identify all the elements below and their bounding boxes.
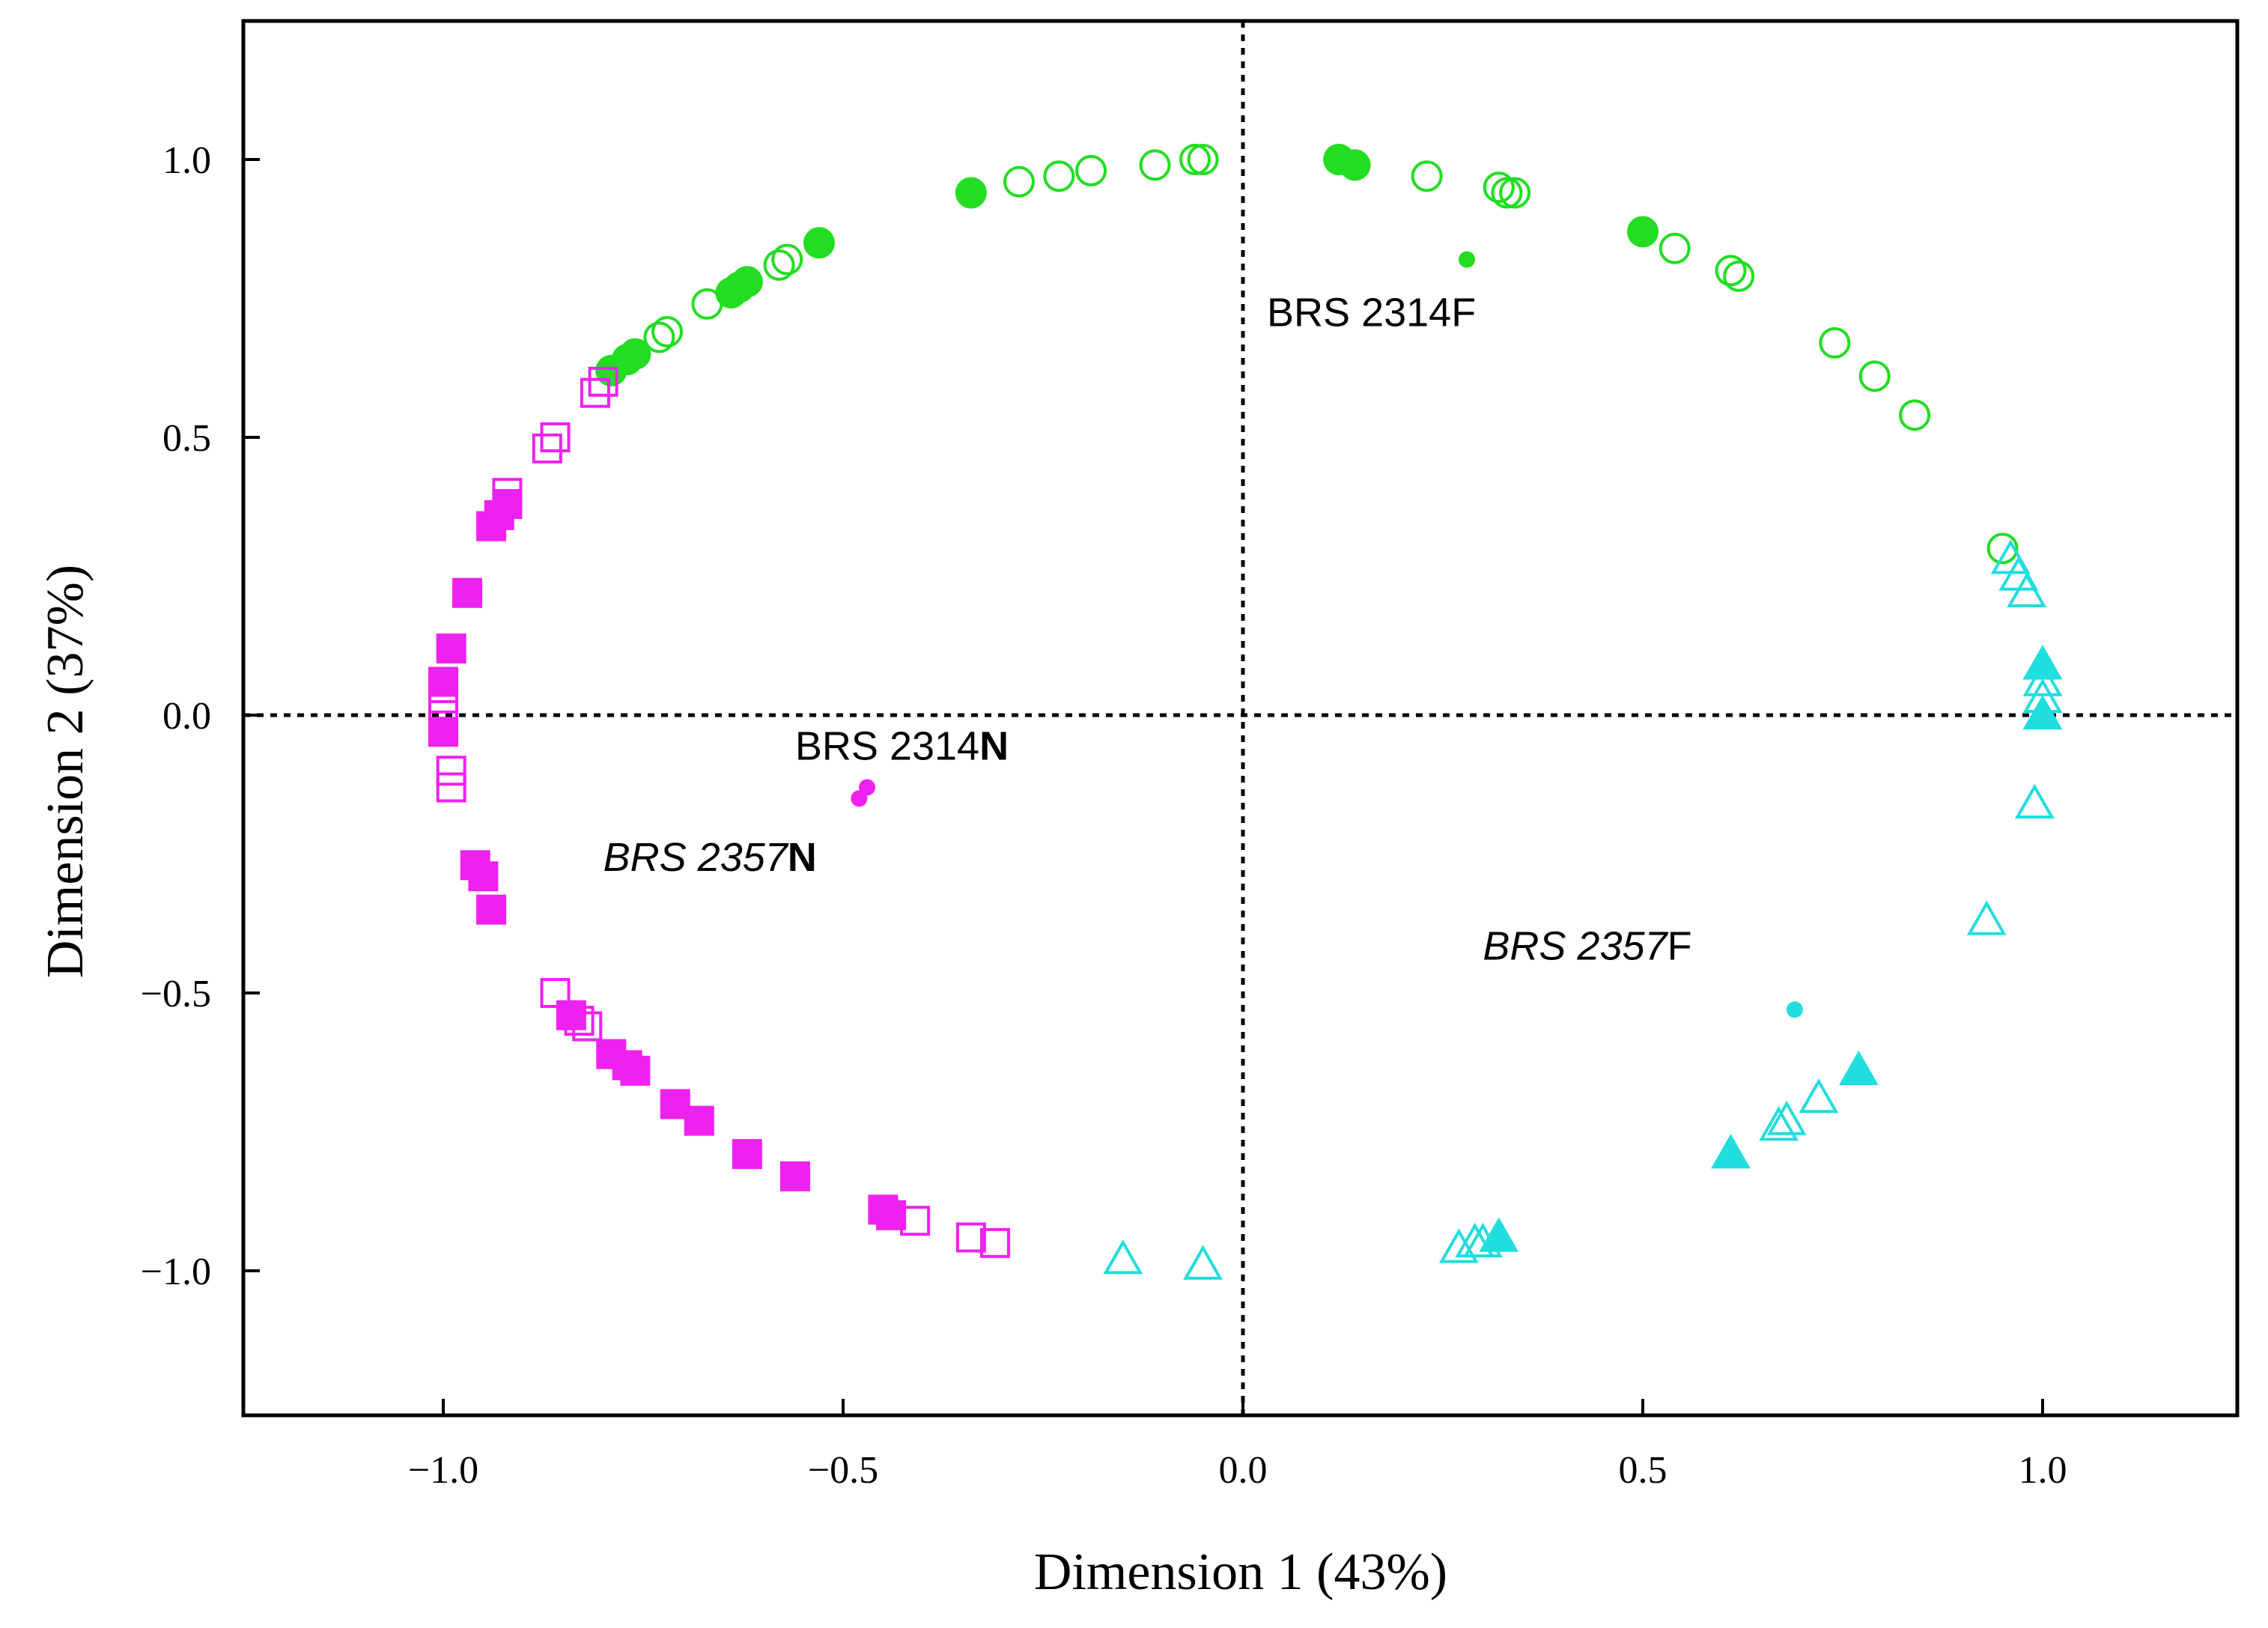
x-tick-label: 1.0: [2019, 1449, 2067, 1492]
green-open-circles-point: [1899, 399, 1931, 431]
cyan-filled-triangles-point: [2022, 645, 2063, 680]
magenta-open-squares-point: [979, 1227, 1010, 1258]
centroid-dot: [1786, 1001, 1803, 1018]
green-filled-circles-point: [803, 227, 835, 259]
plot-frame: [241, 19, 2240, 1418]
cyan-open-triangles-point: [1438, 1228, 1479, 1263]
y-tick-label: −0.5: [141, 973, 211, 1015]
label-brs-2314f: BRS 2314F: [1267, 291, 1476, 335]
cyan-open-triangles-point: [1766, 1100, 1807, 1135]
green-filled-circles-point: [1627, 216, 1659, 248]
green-open-circles-point: [1139, 149, 1171, 181]
magenta-open-squares-point: [580, 377, 610, 408]
magenta-filled-squares-point: [492, 489, 523, 520]
x-tick-label: 0.0: [1219, 1449, 1268, 1492]
cyan-open-triangles-point: [2007, 572, 2047, 608]
magenta-open-squares-point: [436, 756, 466, 786]
magenta-open-squares-point: [436, 772, 466, 803]
green-open-circles-point: [1819, 326, 1851, 359]
green-open-circles-point: [1483, 171, 1515, 204]
cyan-filled-triangles-point: [1479, 1217, 1519, 1252]
centroid-dot: [859, 779, 876, 796]
cyan-open-triangles-point: [1966, 900, 2007, 935]
data-points: [428, 144, 2063, 1280]
magenta-filled-squares-point: [660, 1089, 690, 1120]
magenta-filled-squares-point: [436, 633, 466, 663]
annotations: BRS 2314F BRS 2314N BRS 2357N BRS 2357F: [604, 291, 1692, 969]
green-open-circles-point: [771, 243, 803, 276]
cyan-filled-triangles-point: [1838, 1050, 1879, 1086]
green-open-circles-point: [651, 316, 684, 348]
y-tick-label: 1.0: [162, 139, 211, 182]
green-open-circles-point: [1003, 165, 1035, 198]
magenta-filled-squares-point: [428, 666, 458, 697]
green-open-circles-point: [1179, 144, 1211, 175]
green-open-circles-point: [1659, 232, 1691, 264]
magenta-open-squares-point: [955, 1222, 986, 1253]
magenta-filled-squares-point: [452, 577, 483, 608]
label-brs-2357f: BRS 2357F: [1483, 923, 1691, 968]
centroid-dot: [1459, 251, 1476, 268]
green-open-circles-point: [1043, 160, 1075, 192]
cyan-open-triangles-point: [2014, 783, 2055, 818]
green-open-circles-point: [1075, 154, 1107, 186]
magenta-filled-squares-point: [779, 1161, 810, 1191]
cyan-filled-triangles-point: [1711, 1134, 1751, 1169]
x-tick-label: −0.5: [808, 1449, 878, 1492]
cyan-open-triangles-point: [1759, 1106, 1799, 1141]
x-axis-title: Dimension 1 (43%): [1034, 1543, 1447, 1601]
y-tick-label: 0.0: [162, 695, 211, 738]
magenta-filled-squares-point: [732, 1139, 762, 1170]
magenta-filled-squares-point: [684, 1105, 714, 1136]
cyan-open-triangles-point: [1799, 1078, 1839, 1114]
y-axis-title: Dimension 2 (37%): [37, 565, 94, 978]
magenta-filled-squares-point: [556, 1000, 586, 1030]
green-filled-circles-point: [1339, 149, 1371, 181]
magenta-open-squares-point: [540, 422, 571, 452]
y-tick-label: −1.0: [141, 1251, 211, 1293]
green-open-circles-point: [1499, 177, 1531, 209]
reference-lines: [243, 21, 2237, 1415]
y-tick-label: 0.5: [162, 417, 211, 460]
green-open-circles-point: [1858, 360, 1891, 392]
cyan-filled-triangles-point: [2022, 694, 2063, 730]
label-brs-2314n: BRS 2314N: [795, 723, 1009, 768]
magenta-open-squares-point: [532, 433, 562, 464]
green-open-circles-point: [1715, 255, 1747, 287]
green-open-circles-point: [1723, 260, 1755, 292]
magenta-filled-squares-point: [476, 894, 507, 925]
green-open-circles-point: [1491, 177, 1523, 209]
magenta-filled-squares-point: [620, 1055, 651, 1086]
green-open-circles-point: [643, 321, 675, 353]
green-open-circles-point: [1411, 160, 1443, 192]
cyan-open-triangles-point: [1103, 1239, 1143, 1275]
green-open-circles-point: [763, 249, 795, 281]
cyan-open-triangles-point: [2022, 661, 2063, 696]
label-brs-2357n: BRS 2357N: [604, 835, 817, 880]
x-tick-label: −1.0: [408, 1449, 478, 1492]
axis-ticks: −1.0 −0.5 0.0 0.5 1.0 −1.0 −0.5 0.0 0.5 1.0: [141, 139, 2067, 1492]
cyan-open-triangles-point: [1183, 1245, 1223, 1280]
x-tick-label: 0.5: [1619, 1449, 1667, 1492]
green-filled-circles-point: [731, 266, 763, 298]
green-filled-circles-point: [619, 338, 651, 370]
green-filled-circles-point: [955, 177, 987, 209]
green-open-circles-point: [1986, 532, 2019, 565]
magenta-open-squares-point: [540, 978, 571, 1008]
magenta-filled-squares-point: [428, 717, 458, 747]
green-open-circles-point: [1187, 144, 1219, 175]
magenta-filled-squares-point: [876, 1200, 907, 1230]
magenta-open-squares-point: [588, 366, 618, 397]
magenta-filled-squares-point: [468, 861, 499, 892]
